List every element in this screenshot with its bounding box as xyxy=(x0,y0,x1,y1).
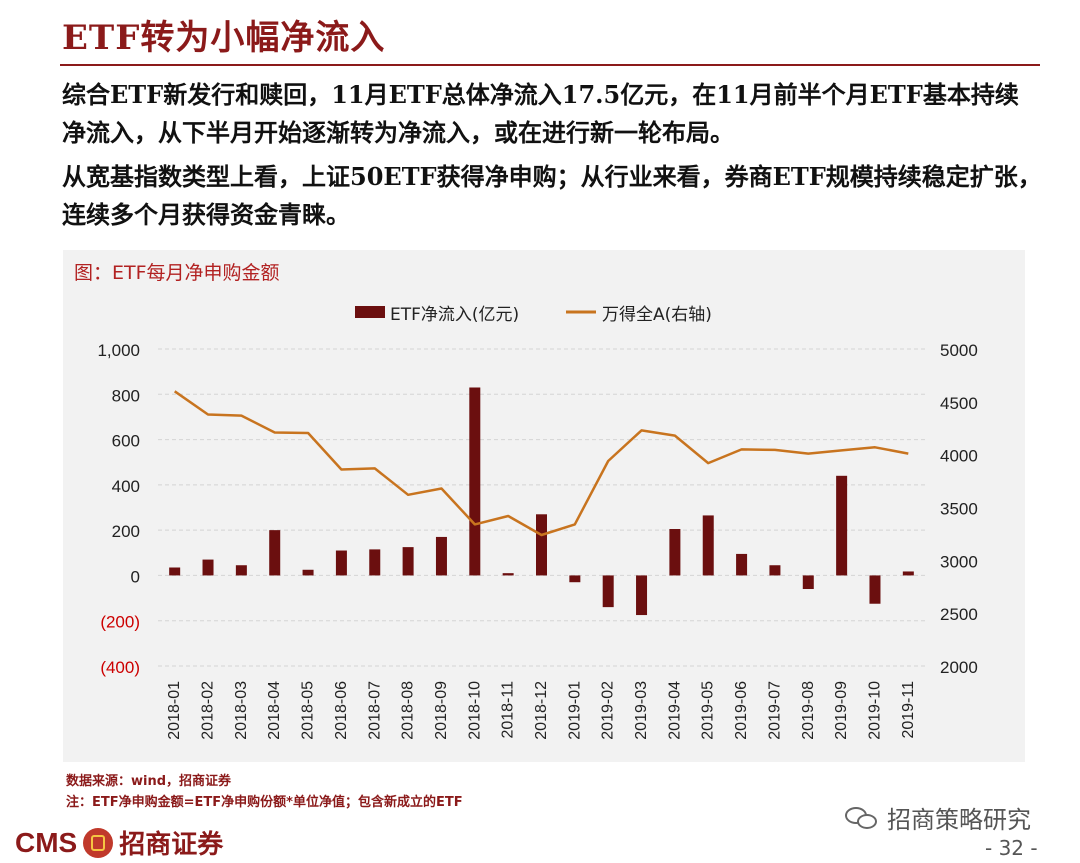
x-tick-label: 2019-06 xyxy=(733,681,750,740)
x-tick-label: 2019-10 xyxy=(866,681,883,740)
bar-2019-06 xyxy=(736,553,748,576)
definition-note: 注：ETF净申购金额=ETF净申购份额*单位净值；包含新成立的ETF xyxy=(66,795,463,810)
title-divider xyxy=(60,64,1040,66)
x-tick-label: 2019-01 xyxy=(566,681,583,740)
company-logo: CMS 招商证券 xyxy=(15,824,223,861)
x-tick-label: 2018-02 xyxy=(200,681,217,740)
right-tick-label: 3500 xyxy=(940,500,978,519)
right-tick-label: 2500 xyxy=(940,605,978,624)
right-tick-label: 4500 xyxy=(940,394,978,413)
bar-2018-10 xyxy=(469,387,481,576)
chart-title: 图：ETF每月净申购金额 xyxy=(74,262,280,284)
legend-bar-swatch xyxy=(355,306,385,318)
x-tick-label: 2018-05 xyxy=(300,681,317,740)
left-tick-label: 200 xyxy=(112,522,140,541)
x-tick-label: 2019-08 xyxy=(800,681,817,740)
bar-2019-11 xyxy=(902,571,914,576)
x-tick-label: 2019-02 xyxy=(600,681,617,740)
left-tick-label: 400 xyxy=(112,477,140,496)
x-tick-label: 2018-04 xyxy=(266,681,283,740)
wechat-icon xyxy=(845,805,879,831)
left-tick-label: 800 xyxy=(112,386,140,405)
bar-2019-02 xyxy=(602,575,614,608)
bar-2018-01 xyxy=(169,567,181,576)
right-axis-ticks: 5000 4500 4000 3500 3000 2500 2000 xyxy=(940,341,978,677)
x-tick-label: 2018-01 xyxy=(166,681,183,740)
left-tick-label: 600 xyxy=(112,432,140,451)
x-tick-label: 2018-03 xyxy=(233,681,250,740)
x-tick-label: 2019-04 xyxy=(666,681,683,740)
x-tick-label: 2018-07 xyxy=(366,681,383,740)
logo-badge-icon xyxy=(83,827,114,858)
grid-lines xyxy=(158,348,925,667)
data-source-note: 数据来源：wind，招商证券 xyxy=(66,774,232,789)
bar-2018-09 xyxy=(435,536,447,576)
bar-2019-03 xyxy=(636,575,648,616)
page-number: - 32 - xyxy=(985,836,1038,860)
x-tick-label: 2019-05 xyxy=(700,681,717,740)
x-tick-label: 2018-10 xyxy=(466,681,483,740)
wechat-watermark: 招商策略研究 xyxy=(845,800,1031,835)
x-tick-label: 2018-11 xyxy=(500,681,517,739)
bar-2019-05 xyxy=(702,515,714,576)
right-tick-label: 5000 xyxy=(940,341,978,360)
summary-paragraph-1: 综合ETF新发行和赎回，11月ETF总体净流入17.5亿元，在11月前半个月ET… xyxy=(62,80,1019,147)
x-tick-label: 2018-09 xyxy=(433,681,450,740)
x-tick-label: 2019-07 xyxy=(766,681,783,740)
left-tick-label: (400) xyxy=(100,658,140,677)
bar-2018-05 xyxy=(302,569,314,576)
bar-2018-04 xyxy=(269,530,281,576)
bar-2019-09 xyxy=(836,475,848,576)
x-axis-labels: 2018-01 2018-02 2018-03 2018-04 2018-05 2018-… xyxy=(166,681,917,740)
line-wind-all-a xyxy=(173,390,909,537)
slide-title: ETF转为小幅净流入 xyxy=(62,18,386,58)
bar-2019-07 xyxy=(769,565,781,576)
x-tick-label: 2018-12 xyxy=(533,681,550,740)
legend-bar-label: ETF净流入(亿元) xyxy=(390,305,519,325)
right-tick-label: 2000 xyxy=(940,658,978,677)
bar-2018-12 xyxy=(536,514,547,576)
left-tick-label: 0 xyxy=(131,567,140,586)
bar-2018-11 xyxy=(502,573,514,576)
logo-text-cn: 招商证券 xyxy=(119,830,224,860)
bar-2019-01 xyxy=(569,575,581,583)
bar-2018-07 xyxy=(369,549,381,576)
right-tick-label: 3000 xyxy=(940,552,978,571)
left-axis-ticks: 1,000 800 600 400 200 0 (200) (400) xyxy=(97,341,140,677)
x-tick-label: 2019-09 xyxy=(833,681,850,740)
bar-2018-02 xyxy=(202,559,214,576)
left-tick-label: (200) xyxy=(100,613,140,632)
right-tick-label: 4000 xyxy=(940,447,978,466)
bar-2018-06 xyxy=(335,550,347,576)
summary-paragraph-2: 从宽基指数类型上看，上证50ETF获得净申购；从行业来看，券商ETF规模持续稳定… xyxy=(62,162,1042,229)
bar-2019-08 xyxy=(802,575,814,590)
x-tick-label: 2019-03 xyxy=(633,681,650,740)
left-tick-label: 1,000 xyxy=(97,341,140,360)
x-tick-label: 2019-11 xyxy=(900,681,917,739)
bar-2019-04 xyxy=(669,529,681,576)
bar-series xyxy=(169,387,914,616)
wechat-account: 招商策略研究 xyxy=(887,806,1031,834)
bar-2018-08 xyxy=(402,547,414,576)
line-series xyxy=(173,390,909,537)
logo-text-en: CMS xyxy=(15,826,78,858)
chart-legend: ETF净流入(亿元) 万得全A(右轴) xyxy=(355,305,712,325)
x-tick-label: 2018-06 xyxy=(333,681,350,740)
bar-2019-10 xyxy=(869,575,881,604)
x-tick-label: 2018-08 xyxy=(400,681,417,740)
bar-2018-03 xyxy=(235,565,247,576)
legend-line-label: 万得全A(右轴) xyxy=(602,305,712,325)
chart-background xyxy=(63,250,1025,762)
